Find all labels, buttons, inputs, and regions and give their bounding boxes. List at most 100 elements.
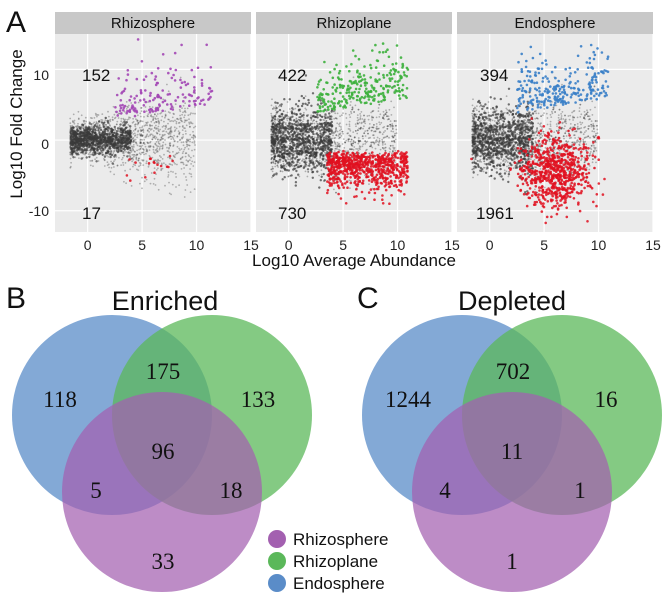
data-point [143, 173, 146, 176]
facet-panel [256, 34, 452, 232]
data-point [132, 137, 135, 139]
data-point [287, 127, 291, 131]
data-point [135, 153, 138, 156]
data-point [69, 145, 72, 148]
data-point [356, 148, 359, 150]
data-point [324, 144, 327, 147]
data-point [74, 125, 77, 128]
data-point [169, 120, 172, 123]
data-point [75, 125, 78, 128]
data-point [129, 139, 133, 143]
data-point [152, 116, 155, 118]
data-point [334, 145, 337, 148]
data-point [307, 130, 310, 134]
data-point [348, 128, 351, 131]
data-point [80, 148, 84, 151]
data-point [319, 139, 323, 142]
data-point [124, 136, 128, 140]
data-point [149, 124, 152, 127]
data-point [74, 138, 78, 142]
data-point [154, 152, 156, 155]
data-point [184, 107, 186, 110]
data-point [123, 154, 126, 157]
data-point [90, 134, 93, 138]
data-point [148, 110, 152, 114]
enriched-count: 152 [82, 66, 110, 85]
data-point [133, 140, 136, 143]
data-point [115, 93, 119, 97]
data-point [271, 119, 274, 122]
data-point [145, 122, 148, 125]
data-point [130, 145, 133, 148]
data-point [168, 192, 171, 195]
data-point [340, 78, 343, 81]
data-point [77, 118, 80, 120]
data-point [74, 156, 77, 159]
data-point [134, 125, 137, 128]
data-point [288, 122, 291, 125]
data-point [374, 130, 377, 133]
data-point [324, 131, 327, 134]
data-point [156, 150, 159, 153]
data-point [89, 144, 92, 147]
data-point [139, 139, 142, 141]
data-point [157, 119, 160, 122]
data-point [307, 98, 310, 102]
data-point [147, 115, 149, 118]
data-point [152, 145, 155, 148]
data-point [132, 140, 135, 142]
data-point [183, 116, 186, 119]
data-point [270, 112, 273, 115]
data-point [333, 97, 336, 100]
data-point [141, 125, 144, 128]
data-point [117, 135, 121, 138]
data-point [105, 139, 109, 142]
data-point [92, 134, 95, 137]
data-point [143, 141, 145, 144]
data-point [319, 136, 322, 139]
data-point [330, 110, 333, 113]
data-point [184, 155, 187, 158]
data-point [391, 86, 394, 89]
data-point [363, 78, 367, 81]
data-point [135, 142, 138, 145]
data-point [113, 145, 117, 148]
data-point [122, 150, 125, 153]
data-point [278, 142, 281, 145]
data-point [151, 124, 154, 127]
data-point [136, 153, 139, 156]
data-point [369, 145, 371, 148]
data-point [342, 138, 345, 141]
data-point [127, 106, 129, 108]
data-point [90, 153, 93, 156]
data-point [382, 76, 386, 79]
data-point [116, 150, 120, 154]
data-point [352, 81, 356, 85]
data-point [310, 114, 312, 117]
data-point [149, 115, 152, 118]
data-point [113, 143, 117, 146]
data-point [134, 128, 137, 131]
data-point [113, 131, 116, 135]
data-point [298, 108, 302, 111]
data-point [140, 107, 142, 109]
data-point [119, 123, 122, 126]
data-point [321, 122, 324, 126]
data-point [78, 157, 80, 160]
data-point [172, 144, 175, 147]
data-point [397, 70, 400, 74]
data-point [276, 137, 279, 141]
data-point [182, 144, 185, 147]
data-point [91, 131, 94, 134]
data-point [155, 136, 158, 139]
data-point [305, 157, 308, 160]
data-point [294, 184, 297, 187]
data-point [318, 159, 321, 162]
data-point [372, 134, 374, 137]
data-point [176, 117, 179, 120]
data-point [122, 152, 125, 155]
data-point [404, 95, 407, 98]
data-point [94, 143, 97, 147]
data-point [286, 119, 289, 122]
data-point [375, 116, 378, 119]
